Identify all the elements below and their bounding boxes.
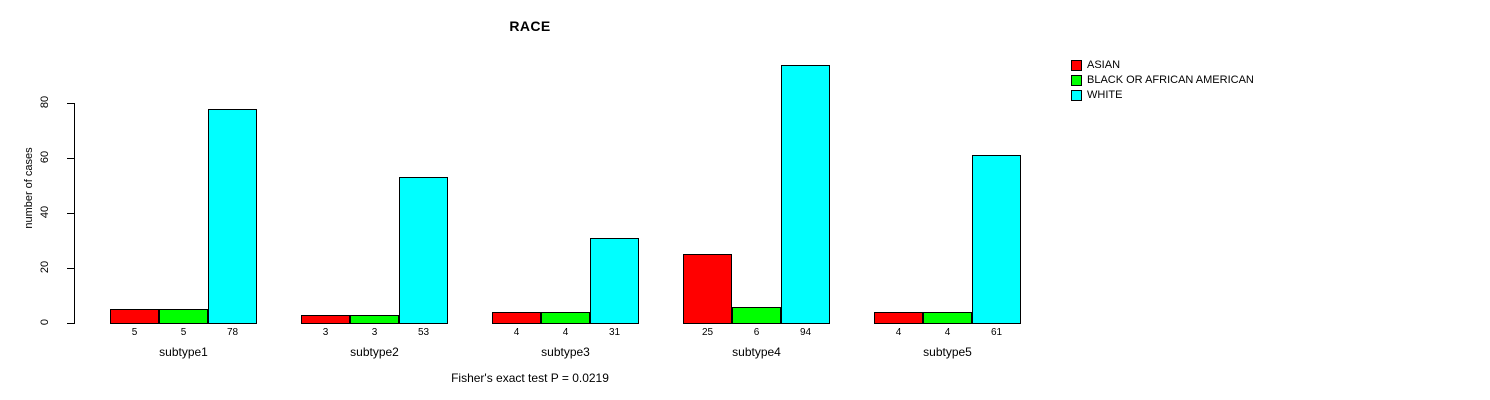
legend-color-swatch	[1071, 74, 1082, 86]
y-axis-title: number of cases	[23, 147, 35, 229]
legend-item-label: BLACK OR AFRICAN AMERICAN	[1087, 73, 1254, 86]
bar	[208, 108, 257, 324]
y-axis-tick	[67, 323, 74, 324]
legend-item-label: WHITE	[1087, 88, 1123, 101]
bar	[541, 312, 590, 324]
x-axis-group-label: subtype3	[541, 345, 590, 359]
bar-value-label: 25	[701, 327, 714, 338]
bar-value-label: 53	[417, 327, 430, 338]
y-axis-tick-label: 40	[39, 205, 51, 219]
bar-value-label: 78	[226, 327, 239, 338]
bar	[301, 314, 350, 324]
x-axis-group-label: subtype4	[732, 345, 781, 359]
y-axis-tick-label: 0	[39, 318, 51, 326]
legend-item-label: ASIAN	[1087, 58, 1121, 71]
y-axis-line	[74, 103, 75, 324]
bar	[590, 237, 639, 324]
y-axis-tick	[67, 103, 74, 104]
y-axis-tick	[67, 268, 74, 269]
x-axis-group-label: subtype5	[923, 345, 972, 359]
bar	[492, 312, 541, 324]
bar	[781, 64, 830, 324]
bar-value-label: 5	[131, 327, 138, 338]
bar-value-label: 5	[180, 327, 187, 338]
y-axis-tick	[67, 158, 74, 159]
bar	[159, 309, 208, 324]
statistical-test-annotation: Fisher's exact test P = 0.0219	[451, 371, 609, 385]
bar-value-label: 4	[944, 327, 951, 338]
bar	[399, 177, 448, 324]
bar-value-label: 61	[990, 327, 1003, 338]
bar	[110, 309, 159, 324]
page-title: RACE	[509, 18, 551, 34]
bar	[923, 312, 972, 324]
bar-value-label: 3	[371, 327, 378, 338]
bar	[350, 314, 399, 324]
legend-item: ASIAN	[1071, 58, 1311, 72]
x-axis-group-label: subtype2	[350, 345, 399, 359]
legend-item: WHITE	[1071, 88, 1311, 102]
bar	[972, 155, 1021, 324]
bar-value-label: 4	[895, 327, 902, 338]
legend-color-swatch	[1071, 59, 1082, 71]
y-axis-tick-label: 20	[39, 260, 51, 274]
bar-value-label: 6	[753, 327, 760, 338]
legend-item: BLACK OR AFRICAN AMERICAN	[1071, 73, 1311, 87]
x-axis-group-label: subtype1	[159, 345, 208, 359]
bar	[874, 312, 923, 324]
bar-value-label: 4	[562, 327, 569, 338]
bar-value-label: 3	[322, 327, 329, 338]
bar	[683, 254, 732, 324]
legend-color-swatch	[1071, 89, 1082, 101]
bar-value-label: 31	[608, 327, 621, 338]
bar-value-label: 4	[513, 327, 520, 338]
plot-area: 0 20 40 60 80 number of cases 5 5 78 3 3 53 4 4 31 25…	[23, 64, 1021, 359]
y-axis-tick-label: 60	[39, 150, 51, 164]
y-axis-tick-label: 80	[39, 95, 51, 109]
bar-value-label: 94	[799, 327, 812, 338]
y-axis-tick	[67, 213, 74, 214]
legend: ASIAN BLACK OR AFRICAN AMERICAN WHITE	[1071, 58, 1311, 103]
bar	[732, 306, 781, 324]
